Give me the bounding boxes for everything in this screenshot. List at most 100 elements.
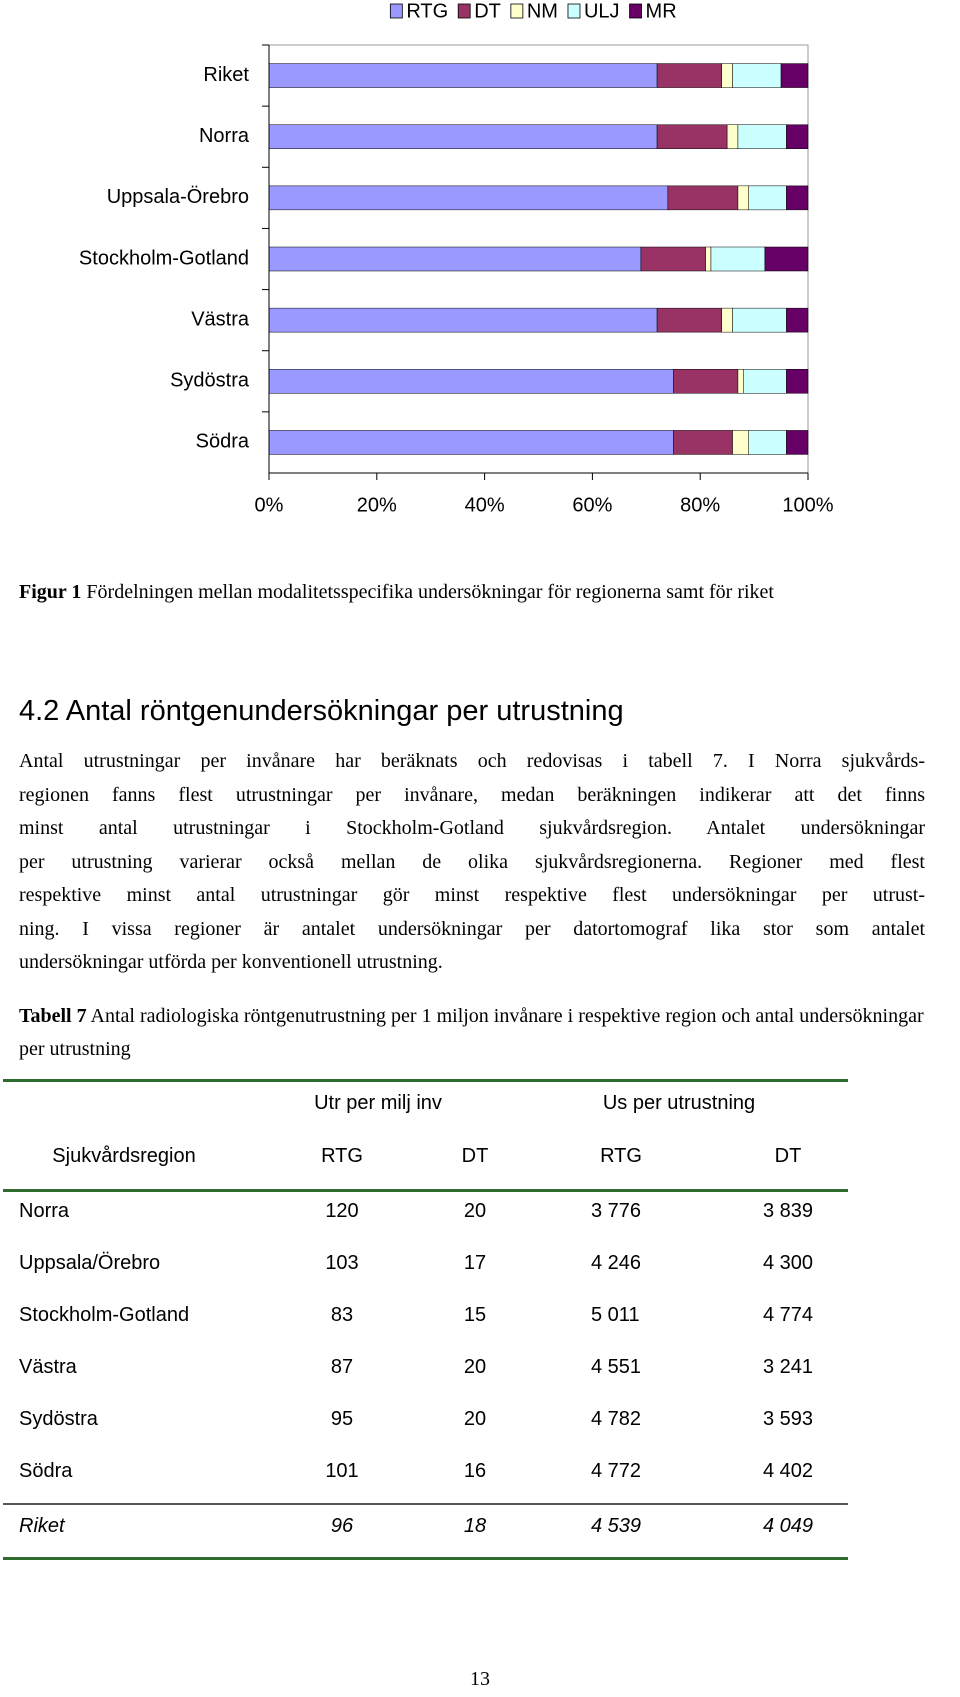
x-tick-label: 80% <box>680 494 720 516</box>
paragraph-line: undersökningar utförda per konventionell… <box>19 951 443 973</box>
legend-swatch <box>629 3 642 19</box>
table-cell: Norra <box>19 1200 70 1222</box>
x-tick-label: 100% <box>782 494 833 516</box>
bar-segment <box>268 185 669 211</box>
bar-segment <box>726 124 739 149</box>
bar-segment <box>268 307 658 333</box>
bar-segment <box>764 246 809 272</box>
bar-segment <box>732 63 782 88</box>
bar-segment <box>786 124 809 149</box>
bar-segment <box>737 124 787 149</box>
bar-segment <box>640 246 706 272</box>
table-cell: 3 776 <box>591 1200 642 1222</box>
table-rule <box>3 1079 848 1082</box>
table-rule <box>3 1503 848 1505</box>
bar-segment <box>268 430 674 455</box>
table-cell: 4 049 <box>762 1515 814 1537</box>
column-header: RTG <box>321 1145 363 1167</box>
bar-segment <box>268 369 674 394</box>
table-cell: 3 593 <box>762 1408 814 1430</box>
table-cell: 87 <box>330 1356 354 1378</box>
column-header: DT <box>461 1145 489 1167</box>
table-cell: 4 246 <box>591 1252 642 1274</box>
table-cell: 3 241 <box>762 1356 814 1378</box>
bar-segment <box>748 430 787 455</box>
legend-label: MR <box>646 0 677 22</box>
table-cell: 120 <box>325 1200 359 1222</box>
table-cell: Västra <box>19 1356 77 1378</box>
table-cell: 103 <box>325 1252 359 1274</box>
table-cell: 4 551 <box>591 1356 642 1378</box>
bar-segment <box>732 430 749 455</box>
table-cell: 16 <box>463 1460 487 1482</box>
table-cell: 15 <box>463 1304 487 1326</box>
bar-segment <box>743 369 787 394</box>
y-tick-label: Södra <box>196 431 250 453</box>
table-cell: Sydöstra <box>19 1408 98 1430</box>
legend-swatch <box>457 3 471 19</box>
bar-segment <box>710 246 766 272</box>
column-header: Sjukvårdsregion <box>52 1145 196 1167</box>
legend-swatch <box>510 3 524 19</box>
table-cell: 4 774 <box>762 1304 814 1326</box>
paragraph-line: Antal utrustningar per invånare har berä… <box>19 750 925 772</box>
bar-segment <box>737 369 744 394</box>
table-cell: 3 839 <box>762 1200 814 1222</box>
x-tick-label: 40% <box>465 494 505 516</box>
bar-segment <box>786 369 809 394</box>
table-cell: 5 011 <box>591 1304 640 1326</box>
bar-segment <box>673 430 733 455</box>
legend-swatch <box>389 3 403 19</box>
heading: 4.2 Antal röntgenundersökningar per utru… <box>19 695 624 727</box>
table-rule <box>3 1189 848 1192</box>
y-tick-label: Stockholm-Gotland <box>79 247 249 269</box>
bar-segment <box>721 63 733 88</box>
legend-label: DT <box>474 0 501 22</box>
bar-segment <box>786 430 809 455</box>
legend: RTG DT NM ULJ MR <box>389 0 677 22</box>
bar-segment <box>656 124 728 149</box>
figure-caption: Figur 1 Fördelningen mellan modalitetssp… <box>19 576 939 609</box>
bar-segment <box>673 369 739 394</box>
bar-segment <box>786 185 809 211</box>
table-cell: 4 772 <box>591 1460 642 1482</box>
y-tick-label: Riket <box>203 64 249 86</box>
paragraph-line: respektive minst antal utrustningar gör … <box>19 884 925 906</box>
y-tick-label: Norra <box>199 125 250 147</box>
table-cell: Stockholm-Gotland <box>19 1304 190 1326</box>
y-tick-label: Sydöstra <box>170 370 250 392</box>
paragraph-line: minst antal utrustningar i Stockholm-Got… <box>19 817 925 839</box>
table-cell: 4 300 <box>762 1252 814 1274</box>
bar-segment <box>268 124 658 149</box>
legend-label: ULJ <box>584 0 620 22</box>
bar-segment <box>721 307 733 333</box>
table-cell: 101 <box>325 1460 359 1482</box>
page-number: 13 <box>470 1668 490 1690</box>
table-cell: 96 <box>330 1515 354 1537</box>
caption-text: Fördelningen mellan modalitetsspecifika … <box>86 581 774 603</box>
column-header: RTG <box>600 1145 642 1167</box>
bar-segment <box>732 307 787 333</box>
x-tick-label: 0% <box>255 494 284 516</box>
table-rule <box>3 1557 848 1560</box>
chart: Riket Norra Uppsala-Örebro Stockholm-Gotlan… <box>79 0 834 516</box>
table-cell: 95 <box>330 1408 354 1430</box>
caption-label: Figur 1 <box>19 581 82 603</box>
bar-segment <box>667 185 739 211</box>
group-header: Utr per milj inv <box>314 1092 442 1114</box>
legend-swatch <box>567 3 581 19</box>
bar-segment <box>780 63 809 88</box>
table-cell: 20 <box>463 1200 487 1222</box>
bar-segment <box>786 307 809 333</box>
y-tick-label: Uppsala-Örebro <box>107 186 249 208</box>
group-header: Us per utrustning <box>602 1092 756 1114</box>
table-cell: 18 <box>463 1515 487 1537</box>
table-cell: 17 <box>463 1252 487 1274</box>
paragraph-line: ning. I vissa regioner är antalet unders… <box>19 917 925 940</box>
legend-label: RTG <box>406 0 448 22</box>
table-cell: 4 539 <box>591 1515 642 1537</box>
caption-label: Tabell 7 <box>19 1005 87 1027</box>
bar-segment <box>656 63 723 88</box>
paragraph-line: per utrustning varierar också mellan de … <box>19 850 925 873</box>
